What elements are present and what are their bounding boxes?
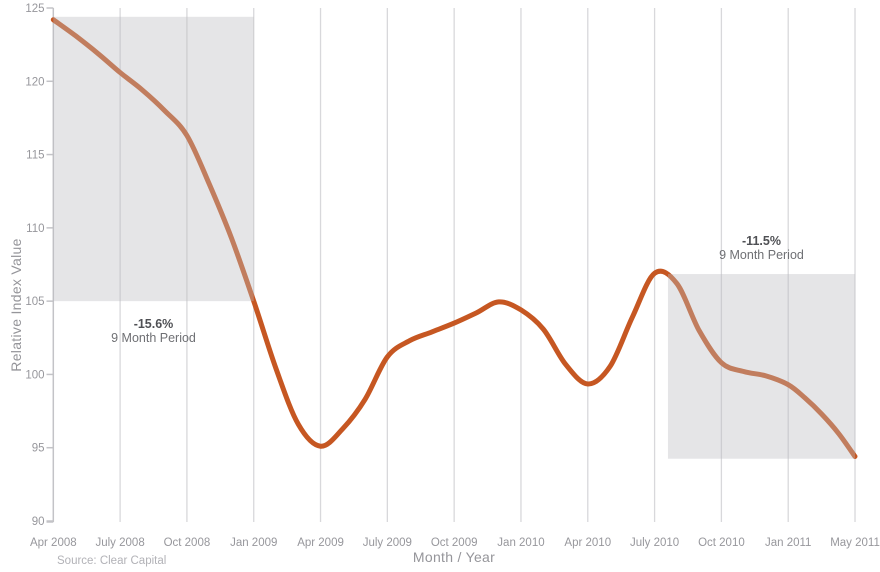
- x-tick-label: July 2010: [630, 537, 679, 549]
- x-tick-label: Oct 2010: [698, 537, 745, 549]
- x-tick-label: Apr 2008: [30, 537, 77, 549]
- y-tick-label: 95: [32, 443, 45, 455]
- decline-period-label: 9 Month Period: [719, 248, 804, 263]
- x-tick-label: Oct 2008: [164, 537, 211, 549]
- x-tick-label: Jan 2009: [230, 537, 277, 549]
- x-tick-label: Jan 2011: [765, 537, 811, 549]
- x-tick-label: Oct 2009: [431, 537, 478, 549]
- x-axis-title: Month / Year: [412, 549, 496, 565]
- x-tick-label: July 2009: [363, 537, 412, 549]
- decline-percent-label: -15.6%: [133, 317, 174, 332]
- x-tick-label: Apr 2010: [564, 537, 611, 549]
- decline-region: [667, 274, 856, 459]
- y-tick-label: 90: [32, 516, 45, 528]
- decline-period-label: 9 Month Period: [111, 331, 196, 346]
- decline-annotation-2010: -11.5% 9 Month Period: [676, 234, 846, 262]
- x-tick-label: Jan 2010: [497, 537, 544, 549]
- x-tick-label: May 2011: [830, 537, 880, 549]
- x-tick-label: Apr 2009: [297, 537, 344, 549]
- y-tick-label: 115: [26, 150, 44, 162]
- y-axis-title: Relative Index Value: [8, 238, 24, 372]
- decline-percent-label: -11.5%: [742, 234, 781, 249]
- y-tick-label: 125: [25, 3, 44, 15]
- y-tick-label: 100: [25, 369, 44, 381]
- y-tick-label: 120: [25, 76, 44, 88]
- decline-annotation-2008: -15.6% 9 Month Period: [69, 317, 239, 345]
- decline-region: [53, 16, 254, 302]
- y-tick-label: 110: [26, 223, 44, 235]
- index-curve: [50, 17, 858, 459]
- x-tick-label: July 2008: [95, 537, 144, 549]
- source-note: Source: Clear Capital: [57, 555, 167, 567]
- y-tick-label: 105: [25, 296, 44, 308]
